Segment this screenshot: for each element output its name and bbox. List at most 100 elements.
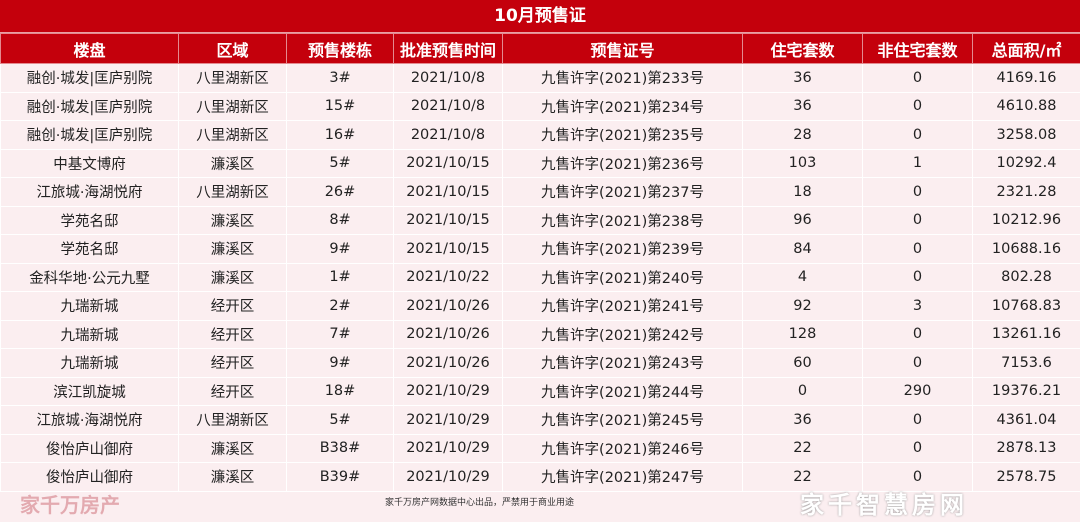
footer-note: 家千万房产网数据中心出品，严禁用于商业用途 [385, 498, 575, 508]
table-cell: 19376.21 [972, 376, 1080, 406]
column-header: 住宅套数 [742, 33, 863, 64]
table-row: 中基文博府 濂溪区 5# 2021/10/15 九售许字(2021)第236号 103 1 1… [0, 148, 1080, 178]
table-row: 融创·城发|匡庐别院 八里湖新区 3# 2021/10/8 九售许字(2021)第233… [0, 63, 1080, 93]
table-cell: 濂溪区 [178, 205, 287, 235]
table-cell: 4 [742, 262, 863, 292]
table-cell: 2578.75 [972, 462, 1080, 492]
table-cell: 5# [286, 405, 394, 435]
table-cell: 中基文博府 [0, 148, 179, 178]
table-cell: 13261.16 [972, 319, 1080, 349]
table-cell: 0 [862, 319, 973, 349]
table-cell: 2# [286, 291, 394, 321]
table-row: 滨江凯旋城 经开区 18# 2021/10/29 九售许字(2021)第244号 0 290… [0, 376, 1080, 406]
table-row: 九瑞新城 经开区 2# 2021/10/26 九售许字(2021)第241号 92 3 107… [0, 291, 1080, 321]
table-cell: 经开区 [178, 291, 287, 321]
table-cell: 1# [286, 262, 394, 292]
table-cell: 0 [862, 462, 973, 492]
table-cell: 八里湖新区 [178, 120, 287, 150]
table-cell: 俊怡庐山御府 [0, 433, 179, 463]
table-cell: 802.28 [972, 262, 1080, 292]
table-cell: 九瑞新城 [0, 348, 179, 378]
table-cell: 4361.04 [972, 405, 1080, 435]
table-cell: 2021/10/8 [393, 91, 503, 121]
table-cell: 九售许字(2021)第243号 [502, 348, 743, 378]
table-cell: B38# [286, 433, 394, 463]
table-cell: 28 [742, 120, 863, 150]
table-cell: 0 [862, 205, 973, 235]
table-cell: 10292.4 [972, 148, 1080, 178]
table-cell: 濂溪区 [178, 234, 287, 264]
column-header: 区域 [178, 33, 287, 64]
table-cell: 92 [742, 291, 863, 321]
table-cell: 经开区 [178, 319, 287, 349]
table-cell: 2021/10/22 [393, 262, 503, 292]
table-cell: 2021/10/8 [393, 120, 503, 150]
table-cell: 2021/10/29 [393, 462, 503, 492]
table-cell: 濂溪区 [178, 433, 287, 463]
table-cell: 0 [862, 91, 973, 121]
table-cell: 15# [286, 91, 394, 121]
table-cell: 0 [862, 433, 973, 463]
table-cell: 22 [742, 462, 863, 492]
table-cell: 经开区 [178, 376, 287, 406]
table-cell: 0 [862, 120, 973, 150]
table-cell: 八里湖新区 [178, 91, 287, 121]
table-cell: 九售许字(2021)第241号 [502, 291, 743, 321]
table-cell: 九售许字(2021)第235号 [502, 120, 743, 150]
table-cell: 7153.6 [972, 348, 1080, 378]
table-cell: 融创·城发|匡庐别院 [0, 120, 179, 150]
column-header: 预售证号 [502, 33, 743, 64]
table-cell: 36 [742, 63, 863, 93]
table-cell: 0 [862, 262, 973, 292]
table-cell: 36 [742, 405, 863, 435]
table-cell: 2021/10/15 [393, 205, 503, 235]
table-cell: 2021/10/15 [393, 148, 503, 178]
table-cell: 金科华地·公元九墅 [0, 262, 179, 292]
table-cell: 九售许字(2021)第233号 [502, 63, 743, 93]
table-row: 学苑名邸 濂溪区 9# 2021/10/15 九售许字(2021)第239号 84 0 106… [0, 234, 1080, 264]
table-cell: 九售许字(2021)第237号 [502, 177, 743, 207]
column-header: 预售楼栋 [286, 33, 394, 64]
table-cell: 1 [862, 148, 973, 178]
table-cell: 融创·城发|匡庐别院 [0, 63, 179, 93]
table-cell: 濂溪区 [178, 148, 287, 178]
table-cell: 九瑞新城 [0, 291, 179, 321]
table-cell: 2021/10/15 [393, 177, 503, 207]
presale-table: 楼盘 区域 预售楼栋 批准预售时间 预售证号 住宅套数 非住宅套数 总面积/㎡ 融创·城发|匡… [0, 33, 1080, 492]
table-cell: 128 [742, 319, 863, 349]
table-cell: 八里湖新区 [178, 63, 287, 93]
table-row: 江旅城·海湖悦府 八里湖新区 5# 2021/10/29 九售许字(2021)第245号… [0, 405, 1080, 435]
table-cell: 96 [742, 205, 863, 235]
table-cell: 2021/10/8 [393, 63, 503, 93]
table-cell: 2878.13 [972, 433, 1080, 463]
table-row: 江旅城·海湖悦府 八里湖新区 26# 2021/10/15 九售许字(2021)第237… [0, 177, 1080, 207]
table-cell: 融创·城发|匡庐别院 [0, 91, 179, 121]
table-cell: 36 [742, 91, 863, 121]
table-cell: 滨江凯旋城 [0, 376, 179, 406]
table-cell: 九售许字(2021)第236号 [502, 148, 743, 178]
table-cell: 九售许字(2021)第246号 [502, 433, 743, 463]
table-cell: 2021/10/26 [393, 319, 503, 349]
table-cell: 16# [286, 120, 394, 150]
table-cell: 3258.08 [972, 120, 1080, 150]
table-cell: 0 [862, 234, 973, 264]
table-cell: 60 [742, 348, 863, 378]
table-cell: 0 [742, 376, 863, 406]
table-cell: 2021/10/15 [393, 234, 503, 264]
table-cell: 濂溪区 [178, 262, 287, 292]
table-cell: 江旅城·海湖悦府 [0, 177, 179, 207]
overlay-watermark: 家千智慧房网 [800, 491, 968, 519]
table-cell: 0 [862, 177, 973, 207]
table-cell: 2021/10/29 [393, 376, 503, 406]
table-cell: 3# [286, 63, 394, 93]
table-cell: 八里湖新区 [178, 177, 287, 207]
table-row: 俊怡庐山御府 濂溪区 B38# 2021/10/29 九售许字(2021)第246号 22… [0, 433, 1080, 463]
table-cell: 九售许字(2021)第247号 [502, 462, 743, 492]
table-cell: 2021/10/26 [393, 348, 503, 378]
table-cell: 9# [286, 234, 394, 264]
table-row: 融创·城发|匡庐别院 八里湖新区 15# 2021/10/8 九售许字(2021)第23… [0, 91, 1080, 121]
table-cell: 26# [286, 177, 394, 207]
watermark-logo: 家千万房产 [20, 493, 120, 517]
table-cell: 江旅城·海湖悦府 [0, 405, 179, 435]
table-title: 10月预售证 [0, 0, 1080, 33]
